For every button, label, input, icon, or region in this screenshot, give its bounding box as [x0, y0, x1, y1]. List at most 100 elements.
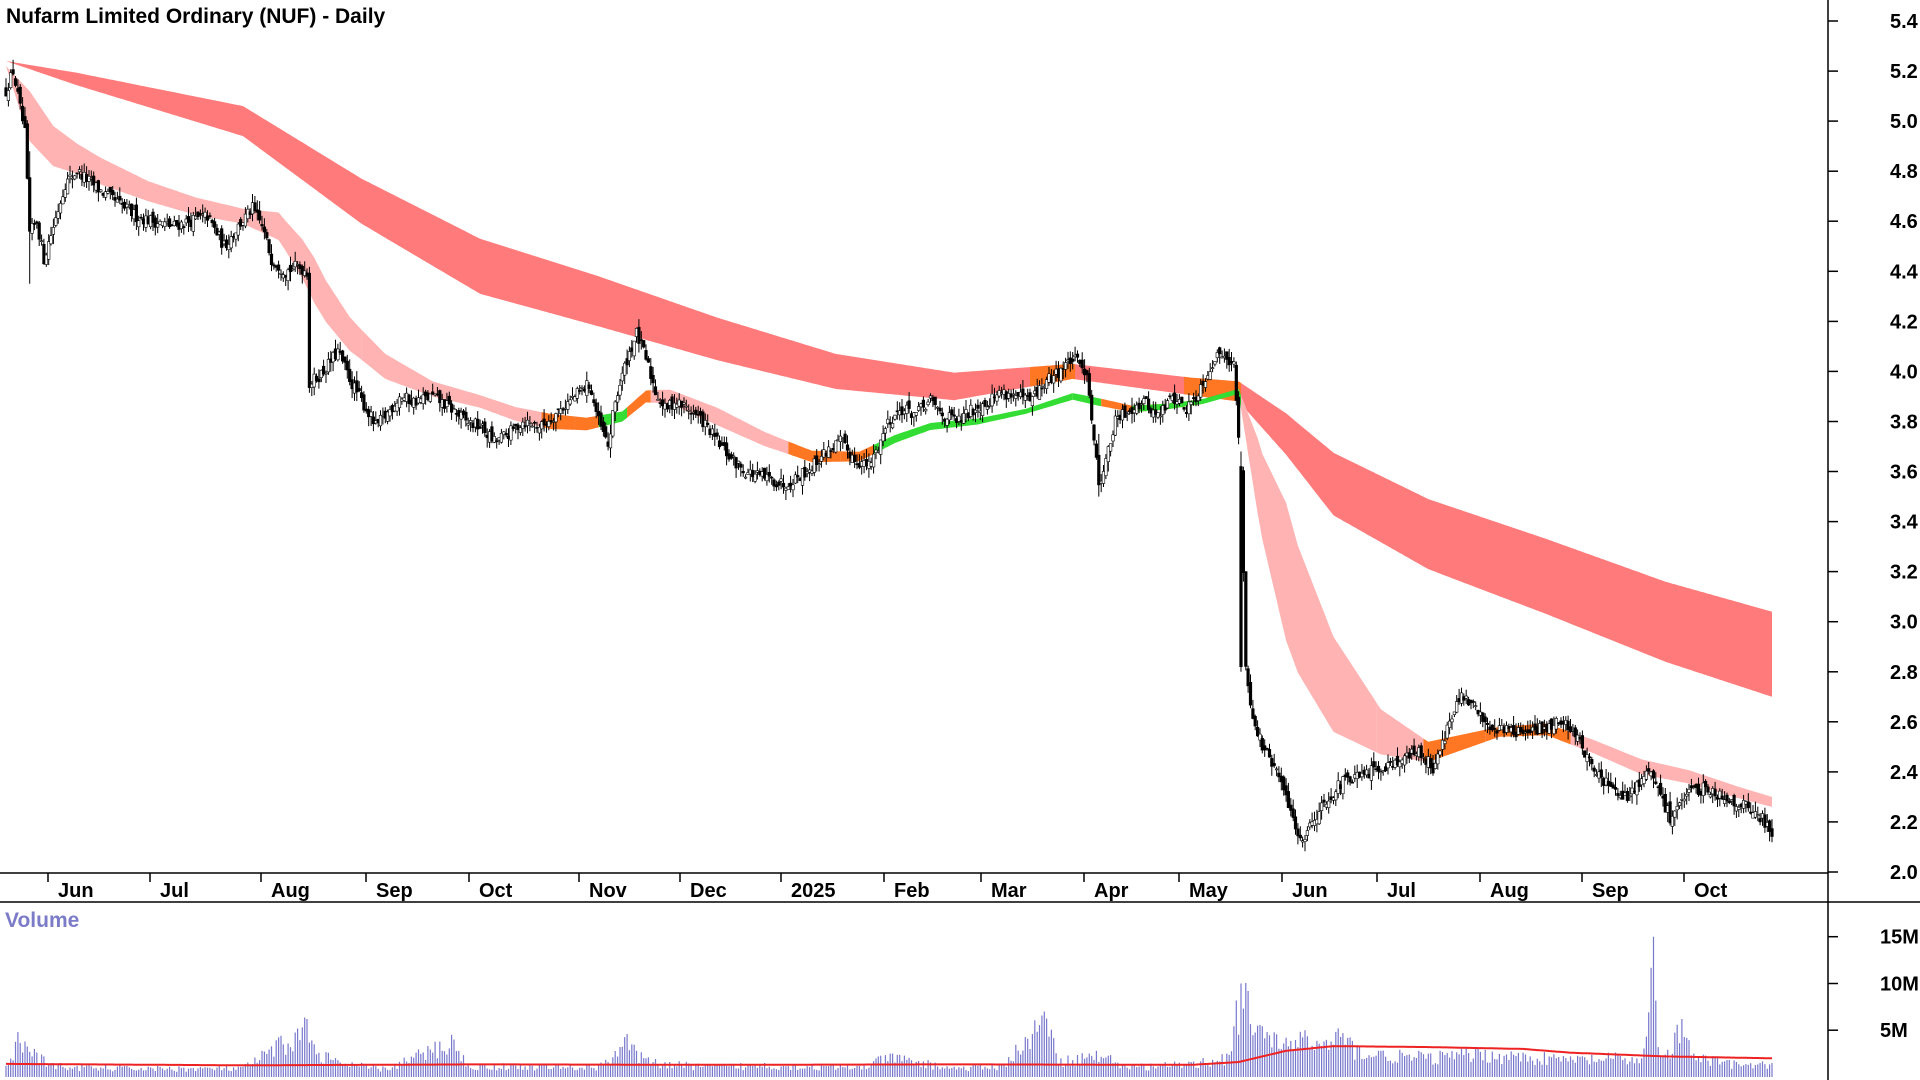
candle-body [542, 418, 546, 426]
candle-body [829, 450, 833, 452]
candle-body [893, 414, 897, 420]
candle-body [96, 180, 100, 193]
candle-body [1720, 795, 1724, 800]
candle-body [940, 412, 944, 417]
candle-body [272, 264, 276, 267]
candle-body [1611, 784, 1615, 789]
candle-body [1282, 776, 1286, 791]
candle-body [1199, 384, 1203, 398]
candle-body [1334, 791, 1338, 801]
candle-body [1580, 735, 1584, 749]
candle-body [632, 340, 636, 357]
volume-tick-label: 15M [1880, 927, 1919, 949]
candle-body [1187, 401, 1191, 415]
candle-body [153, 217, 157, 228]
candle-body [620, 372, 624, 382]
candle-body [694, 409, 698, 415]
candle-body [355, 380, 359, 393]
candle-body [99, 189, 103, 192]
candle-body [1592, 767, 1596, 772]
candle-body [995, 394, 999, 402]
candle-body [168, 218, 172, 227]
candle-body [1450, 718, 1454, 723]
candle-body [28, 177, 32, 232]
candle-body [1682, 798, 1686, 802]
candle-body [47, 241, 51, 260]
candle-body [566, 401, 570, 410]
candle-body [653, 386, 658, 396]
candle-body [1350, 781, 1354, 784]
candle-body [1443, 740, 1447, 744]
candle-body [291, 268, 295, 271]
candle-body [599, 412, 603, 427]
candle-body [1403, 755, 1407, 766]
candle-body [293, 260, 297, 268]
candle-body [1651, 770, 1656, 779]
candle-body [1075, 353, 1080, 358]
candle-body [1104, 458, 1108, 477]
candle-body [1234, 364, 1238, 401]
candle-body [926, 401, 930, 406]
time-tick-label: Aug [271, 880, 310, 902]
candle-body [229, 236, 233, 249]
candle-body [324, 372, 328, 375]
candle-body [1675, 805, 1679, 811]
candle-body [952, 414, 956, 417]
candle-body [1232, 361, 1236, 365]
candle-body [1713, 788, 1717, 797]
volume-moving-average [6, 1045, 1772, 1067]
candle-body [753, 473, 757, 482]
candle-body [1156, 412, 1160, 418]
candle-body [267, 239, 271, 254]
candle-body [637, 326, 641, 344]
price-tick-label: 2.4 [1890, 762, 1919, 784]
candle-body [1165, 400, 1170, 409]
candle-body [438, 390, 442, 404]
candle-body [182, 226, 186, 229]
candle-body [1436, 753, 1440, 765]
candle-body [13, 78, 18, 86]
candle-body [11, 69, 15, 75]
candle-body [1182, 407, 1186, 410]
candle-body [1379, 771, 1383, 774]
candle-body [476, 418, 480, 430]
candle-body [627, 351, 631, 361]
candle-body [1381, 770, 1385, 772]
candle-body [1011, 393, 1015, 396]
candle-body [615, 395, 620, 403]
price-tick-label: 3.4 [1890, 512, 1919, 534]
candle-body [106, 191, 110, 194]
candle-body [1440, 739, 1445, 750]
price-tick-label: 4.6 [1890, 211, 1918, 233]
candle-body [1270, 758, 1274, 767]
candle-body [468, 420, 473, 423]
candle-body [1445, 724, 1449, 739]
candle-body [1267, 749, 1272, 758]
candle-body [786, 486, 790, 490]
candle-body [736, 460, 741, 464]
candle-body [1770, 828, 1774, 837]
candle-body [826, 446, 831, 458]
time-tick-label: 2025 [791, 880, 836, 902]
price-tick-label: 3.6 [1890, 462, 1918, 484]
candle-body [30, 223, 34, 234]
candle-body [611, 410, 615, 437]
candle-body [819, 456, 823, 462]
candle-body [817, 463, 821, 466]
candle-body [1485, 722, 1490, 725]
candle-body [573, 396, 577, 402]
candle-body [1573, 727, 1577, 738]
candle-body [265, 232, 269, 239]
candle-body [104, 191, 108, 198]
candle-body [1628, 795, 1632, 798]
candle-body [1464, 695, 1468, 699]
candle-body [1448, 720, 1452, 728]
candle-body [49, 235, 53, 245]
candle-body [1208, 371, 1212, 380]
candle-body [1701, 782, 1705, 796]
candle-body [646, 358, 650, 363]
candle-body [1244, 571, 1248, 667]
candle-body [575, 388, 579, 399]
candle-body [1211, 367, 1215, 370]
